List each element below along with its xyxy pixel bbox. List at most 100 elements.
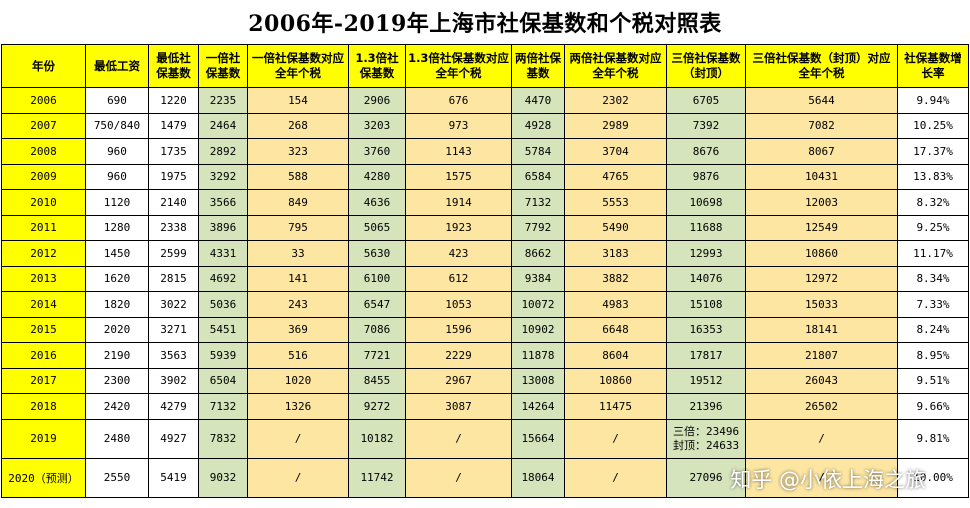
cell-min-base: 3022 — [148, 291, 199, 318]
header-tax3: 三倍社保基数（封顶）对应全年个税 — [745, 44, 898, 88]
cell-base13: 4280 — [348, 163, 406, 190]
cell-tax13: 423 — [405, 240, 512, 267]
cell-tax3: / — [745, 457, 898, 498]
cell-tax13: 1923 — [405, 214, 512, 241]
cell-growth: 9.51% — [897, 367, 969, 394]
cell-base1: 5939 — [198, 342, 248, 369]
table-body: 2006 690 1220 2235 154 2906 676 4470 2302 6705 564… — [1, 87, 969, 498]
cell-min-base: 3271 — [148, 316, 199, 343]
cell-tax3: 18141 — [745, 316, 898, 343]
cell-base3-triple: 三倍：23496 — [673, 424, 740, 438]
cell-tax1: 369 — [247, 316, 349, 343]
watermark: 知乎 @小依上海之旅 — [730, 468, 926, 492]
cell-min-wage: 1820 — [85, 291, 149, 318]
cell-growth: 8.34% — [897, 265, 969, 292]
cell-base1: 2464 — [198, 112, 248, 139]
header-tax13: 1.3倍社保基数对应全年个税 — [405, 44, 512, 88]
cell-tax13: 612 — [405, 265, 512, 292]
cell-year: 2010 — [1, 189, 86, 216]
cell-year: 2008 — [1, 138, 86, 165]
cell-base2: 4928 — [511, 112, 565, 139]
cell-base2: 13008 — [511, 367, 565, 394]
cell-base3: 14076 — [666, 265, 746, 292]
cell-growth: 9.94% — [897, 87, 969, 114]
table-row: 2007 750/840 1479 2464 268 3203 973 4928 2989 739… — [1, 112, 969, 139]
cell-min-wage: 2420 — [85, 393, 149, 420]
cell-base13: 11742 — [348, 457, 406, 498]
cell-tax3: 5644 — [745, 87, 898, 114]
cell-growth: 8.24% — [897, 316, 969, 343]
cell-min-wage: 1120 — [85, 189, 149, 216]
cell-min-base: 1220 — [148, 87, 199, 114]
cell-base1: 4331 — [198, 240, 248, 267]
cell-tax1: 323 — [247, 138, 349, 165]
table-row: 2011 1280 2338 3896 795 5065 1923 7792 5490 11688… — [1, 214, 969, 241]
cell-base3: 15108 — [666, 291, 746, 318]
cell-tax2: 2302 — [564, 87, 667, 114]
cell-base2: 15664 — [511, 418, 565, 459]
cell-tax2: 6648 — [564, 316, 667, 343]
cell-tax1: / — [247, 418, 349, 459]
cell-base13: 7721 — [348, 342, 406, 369]
cell-growth: 10.25% — [897, 112, 969, 139]
cell-tax2: 10860 — [564, 367, 667, 394]
cell-base2: 18064 — [511, 457, 565, 498]
cell-min-base: 2338 — [148, 214, 199, 241]
cell-tax1: 795 — [247, 214, 349, 241]
cell-base2: 9384 — [511, 265, 565, 292]
header-growth: 社保基数增长率 — [897, 44, 969, 88]
cell-tax13: 2967 — [405, 367, 512, 394]
header-base3: 三倍社保基数（封顶） — [666, 44, 746, 88]
cell-min-base: 1735 — [148, 138, 199, 165]
cell-base3: 27096 — [666, 457, 746, 498]
cell-tax3: 7082 — [745, 112, 898, 139]
cell-tax13: 1143 — [405, 138, 512, 165]
table-row: 2015 2020 3271 5451 369 7086 1596 10902 6648 1635… — [1, 316, 969, 343]
header-base13: 1.3倍社保基数 — [348, 44, 406, 88]
cell-growth: 13.83% — [897, 163, 969, 190]
data-table: 年份 最低工资 最低社保基数 一倍社保基数 一倍社保基数对应全年个税 1.3倍社… — [1, 44, 969, 498]
cell-growth: 9.81% — [897, 418, 969, 459]
header-row: 年份 最低工资 最低社保基数 一倍社保基数 一倍社保基数对应全年个税 1.3倍社… — [1, 44, 969, 88]
table-row: 2016 2190 3563 5939 516 7721 2229 11878 8604 1781… — [1, 342, 969, 369]
header-tax2: 两倍社保基数对应全年个税 — [564, 44, 667, 88]
header-tax1: 一倍社保基数对应全年个税 — [247, 44, 349, 88]
cell-tax3: 26502 — [745, 393, 898, 420]
table-row: 2014 1820 3022 5036 243 6547 1053 10072 4983 1510… — [1, 291, 969, 318]
cell-growth: 9.66% — [897, 393, 969, 420]
cell-year: 2009 — [1, 163, 86, 190]
cell-base13: 5630 — [348, 240, 406, 267]
cell-base13: 10182 — [348, 418, 406, 459]
cell-base1: 3566 — [198, 189, 248, 216]
cell-growth: 9.25% — [897, 214, 969, 241]
cell-growth: 8.95% — [897, 342, 969, 369]
cell-tax1: 849 — [247, 189, 349, 216]
cell-min-wage: 750/840 — [85, 112, 149, 139]
cell-tax2: 5553 — [564, 189, 667, 216]
cell-base3: 9876 — [666, 163, 746, 190]
cell-base1: 2892 — [198, 138, 248, 165]
cell-base2: 14264 — [511, 393, 565, 420]
cell-tax2: / — [564, 418, 667, 459]
cell-year: 2012 — [1, 240, 86, 267]
cell-year: 2016 — [1, 342, 86, 369]
cell-tax1: 588 — [247, 163, 349, 190]
cell-tax2: 4983 — [564, 291, 667, 318]
cell-min-wage: 2480 — [85, 418, 149, 459]
cell-base3: 6705 — [666, 87, 746, 114]
cell-tax1: 33 — [247, 240, 349, 267]
cell-base1: 3292 — [198, 163, 248, 190]
table-row: 2017 2300 3902 6504 1020 8455 2967 13008 10860 19… — [1, 367, 969, 394]
cell-min-base: 5419 — [148, 457, 199, 498]
header-base2: 两倍社保基数 — [511, 44, 565, 88]
cell-base3: 21396 — [666, 393, 746, 420]
header-base1: 一倍社保基数 — [198, 44, 248, 88]
header-min-wage: 最低工资 — [85, 44, 149, 88]
cell-base13: 9272 — [348, 393, 406, 420]
cell-min-base: 4927 — [148, 418, 199, 459]
cell-tax2: 2989 — [564, 112, 667, 139]
cell-tax13: 676 — [405, 87, 512, 114]
cell-base1: 3896 — [198, 214, 248, 241]
table-row: 2013 1620 2815 4692 141 6100 612 9384 3882 14076 1… — [1, 265, 969, 292]
